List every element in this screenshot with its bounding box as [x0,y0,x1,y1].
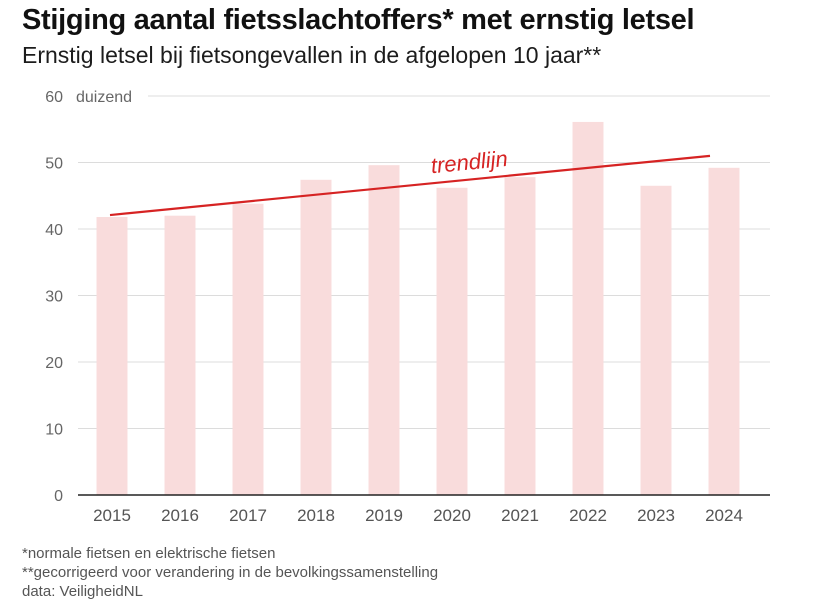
x-tick-label-2024: 2024 [705,506,743,525]
x-tick-label-2015: 2015 [93,506,131,525]
trendline-group: trendlijn [109,146,711,217]
bar-2022 [572,121,604,495]
bar-2017 [232,203,264,496]
bar-2018 [300,179,332,496]
bar-2016 [164,215,196,495]
y-tick-label-20: 20 [45,355,63,372]
trendline-label: trendlijn [430,146,509,178]
bar-2015 [96,217,128,495]
y-tick-label-0: 0 [54,488,63,505]
chart-subtitle: Ernstig letsel bij fietsongevallen in de… [22,42,602,68]
x-tick-label-2020: 2020 [433,506,471,525]
y-unit-label: duizend [76,89,132,106]
x-tick-label-2018: 2018 [297,506,335,525]
x-tick-label-2021: 2021 [501,506,539,525]
x-tick-label-2019: 2019 [365,506,403,525]
bar-2024 [708,167,740,495]
chart-title: Stijging aantal fietsslachtoffers* met e… [22,4,695,36]
bar-2023 [640,185,672,495]
bar-2020 [436,187,468,495]
source-note: data: VeiligheidNL [22,583,143,600]
footnotes: *normale fietsen en elektrische fietsen … [22,544,438,601]
x-tick-label-2022: 2022 [569,506,607,525]
y-tick-label-50: 50 [45,156,63,173]
footnote-bike-types: *normale fietsen en elektrische fietsen [22,545,276,562]
x-tick-label-2023: 2023 [637,506,675,525]
trendline [109,154,711,217]
y-tick-label-60: 60 [45,89,63,106]
bar-chart: trendlijn 0 10 20 30 40 50 60 2015 2016 2017 2018… [45,89,770,525]
y-tick-label-10: 10 [45,422,63,439]
bar-2021 [504,177,536,495]
bars [96,121,740,496]
x-tick-label-2017: 2017 [229,506,267,525]
bar-2019 [368,165,400,495]
y-tick-labels: 0 10 20 30 40 50 60 [45,89,63,505]
y-tick-label-40: 40 [45,222,63,239]
y-tick-label-30: 30 [45,289,63,306]
x-tick-labels: 2015 2016 2017 2018 2019 2020 2021 2022 2023 2024 [93,506,743,525]
footnote-correction: **gecorrigeerd voor verandering in de be… [22,564,439,581]
x-tick-label-2016: 2016 [161,506,199,525]
